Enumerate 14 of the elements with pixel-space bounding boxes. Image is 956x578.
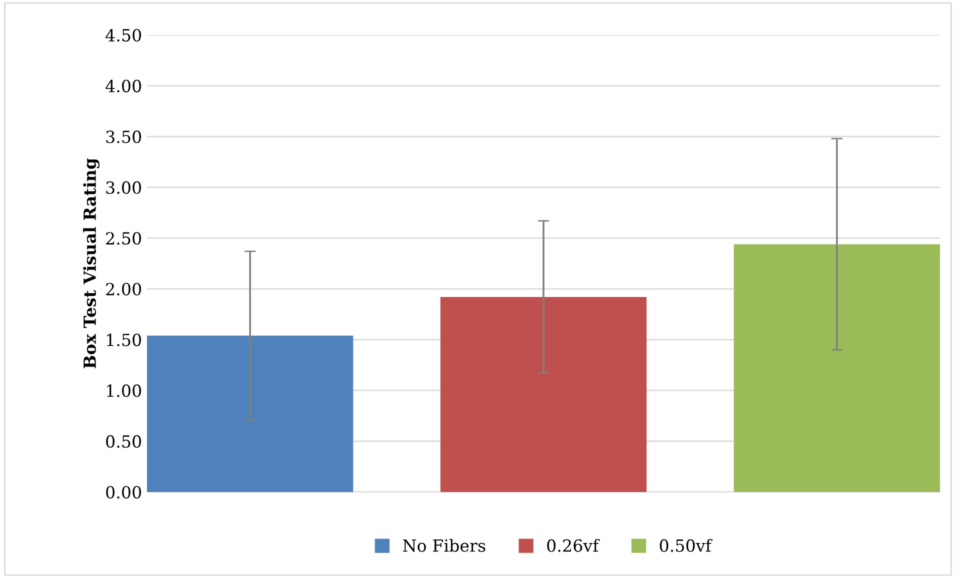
y-tick-label: 0.00 (106, 486, 142, 499)
y-tick-label: 2.50 (106, 232, 142, 245)
y-tick-label: 4.00 (106, 80, 142, 92)
y-tick-label: 1.00 (107, 384, 142, 398)
y-tick-label: 2.00 (106, 282, 142, 296)
legend-label: 0.26vf (547, 538, 600, 552)
y-tick-label: 1.50 (107, 334, 142, 346)
y-tick-label: 3.50 (106, 130, 142, 144)
y-tick-label: 3.00 (106, 181, 142, 194)
y-axis-title: Box Test Visual Rating (83, 158, 100, 368)
y-tick-label: 0.50 (106, 435, 142, 448)
legend-label: 0.50vf (660, 538, 712, 552)
legend-label: No Fibers (403, 538, 486, 552)
y-tick-label: 4.50 (106, 28, 142, 42)
